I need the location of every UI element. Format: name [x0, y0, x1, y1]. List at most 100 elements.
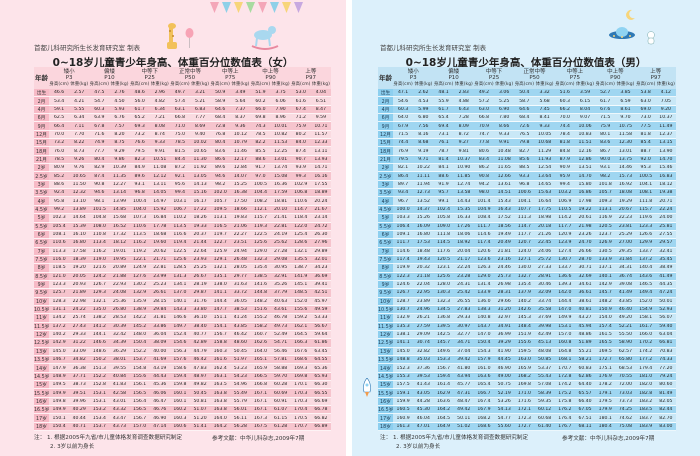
- age-cell: 8岁: [34, 264, 49, 273]
- weight-value: 38.09: [153, 340, 167, 346]
- height-value: 159.9: [396, 398, 410, 404]
- age-cell: 2岁: [378, 164, 393, 173]
- weight-value: 48.47: [457, 398, 471, 404]
- weight-value: 15.35: [457, 206, 471, 212]
- height-value: 130.5: [598, 248, 612, 254]
- weight-value: 24.19: [274, 232, 288, 238]
- table-row: 138.0 31.63: [210, 280, 251, 290]
- table-row: 105.7 18.08: [595, 189, 636, 198]
- height-value: 132.9: [133, 290, 147, 296]
- weight-value: 12.16: [578, 148, 592, 154]
- height-value: 164.2: [213, 423, 227, 429]
- height-value: 117.7: [558, 223, 572, 229]
- weight-value: 10.83: [578, 131, 592, 137]
- height-value: 96.8: [519, 181, 530, 187]
- weight-value: 39.98: [538, 323, 552, 329]
- height-value: 142.6: [517, 307, 531, 313]
- table-row: 113.5 19.33: [169, 222, 211, 231]
- age-label: 2.5岁: [35, 174, 48, 180]
- height-value: 75.0: [174, 131, 186, 137]
- weight-value: 59.64: [314, 332, 328, 338]
- weight-value: 82.44: [659, 407, 673, 413]
- table-row: 148.5 42.51: [290, 289, 331, 298]
- group-subheaders: 身高(cm) 体重(kg): [291, 82, 331, 88]
- table-row: 123.1 22.24: [433, 264, 474, 273]
- group-name: 中等上: [222, 68, 239, 75]
- height-value: 155.6: [133, 373, 147, 379]
- weight-value: 35.03: [416, 357, 430, 363]
- table-row: 158.2 49.73: [250, 322, 291, 331]
- weight-value: 40.71: [72, 423, 86, 429]
- height-value: 174.2: [558, 382, 572, 388]
- table-row: 101.8 16.92: [595, 180, 636, 190]
- age-cell: 3.5岁: [34, 189, 49, 198]
- weight-value: 19.33: [193, 223, 207, 229]
- weight-value: 17.53: [416, 240, 430, 246]
- table-row: 152.4 40.77: [169, 330, 211, 340]
- table-row: 135.1 29.77: [210, 272, 251, 281]
- table-row: 138.7 34.23: [290, 264, 331, 273]
- table-row: 151.9 42.49: [514, 330, 555, 340]
- weight-value: 19.95: [112, 257, 127, 263]
- height-value: 66.0: [255, 106, 266, 112]
- weight-value: 54.71: [274, 340, 288, 346]
- height-value: 108.0: [92, 223, 106, 229]
- table-row: 163.0 50.85: [514, 356, 555, 365]
- weight-value: 16.80: [72, 240, 86, 246]
- height-value: 159.4: [173, 373, 187, 379]
- weight-value: 28.70: [578, 257, 592, 263]
- height-header: 身高(cm): [49, 81, 69, 87]
- height-value: 156.4: [133, 398, 147, 404]
- weight-value: 73.73: [618, 398, 633, 404]
- weight-value: 49.82: [193, 382, 207, 388]
- height-value: 108.1: [639, 190, 653, 196]
- height-value: 146.5: [639, 282, 653, 288]
- table-row: 136.6 32.69: [554, 272, 596, 281]
- weight-value: 5.25: [499, 98, 510, 104]
- weight-value: 60.68: [538, 415, 552, 421]
- height-value: 156.3: [173, 348, 187, 354]
- weight-value: 9.70: [620, 115, 631, 121]
- height-value: 143.7: [477, 323, 491, 329]
- weight-value: 8.66: [499, 123, 510, 129]
- table-row: 76.9 9.19: [393, 147, 434, 156]
- height-value: 132.1: [92, 298, 106, 304]
- weight-value: 47.83: [193, 365, 207, 371]
- table-row: 148.6 36.29: [89, 347, 130, 356]
- table-row: 132.7 28.91: [514, 272, 555, 281]
- age-cell: 2岁: [34, 164, 49, 173]
- height-value: 109.3: [598, 198, 612, 204]
- age-label: 2.5岁: [379, 174, 392, 180]
- weight-value: 39.96: [72, 398, 86, 404]
- height-value: 103.1: [173, 198, 187, 204]
- age-cell: 8.5岁: [34, 272, 49, 281]
- weight-value: 20.61: [578, 215, 592, 221]
- height-value: 160.7: [253, 332, 268, 338]
- table-row: 158.1 56.07: [635, 314, 676, 323]
- table-row: 131.3 26.67: [169, 272, 211, 281]
- weight-value: 30.71: [578, 265, 592, 271]
- weight-value: 22.64: [193, 248, 207, 254]
- age-label: 16岁: [380, 399, 391, 405]
- weight-value: 12.25: [274, 148, 288, 154]
- height-value: 148.5: [294, 290, 308, 296]
- table-row: 78.5 10.02: [169, 139, 211, 148]
- weight-header: 体重(kg): [454, 81, 473, 87]
- height-value: 106.4: [396, 223, 410, 229]
- percentile-group-p97: 上等 P97 身高(cm) 体重(kg) 53.8 4.12 63.0 7.05 69.0 9.2…: [635, 67, 676, 432]
- table-row: 168.1 58.21: [554, 356, 596, 365]
- group-header: 中等下 P25 身高(cm) 体重(kg): [473, 67, 515, 89]
- age-label: 3.5岁: [35, 191, 48, 197]
- girls-chart-poster: 首都儿科研究所生长发育研究室 制表 0~18岁儿童青少年身高、体重百分位数值表（…: [0, 0, 346, 456]
- table-row: 138.3 31.20: [473, 305, 515, 315]
- weight-value: 68.11: [578, 423, 592, 429]
- height-value: 159.8: [173, 382, 187, 388]
- table-row: 167.5 61.28: [250, 422, 291, 432]
- group-header: 中等上 P75 身高(cm) 体重(kg): [210, 67, 251, 89]
- weight-value: 21.81: [497, 248, 511, 254]
- age-cell: 5岁: [34, 214, 49, 223]
- weight-value: 2.83: [458, 90, 469, 96]
- table-row: 164.0 56.11: [210, 414, 251, 423]
- weight-value: 9.71: [418, 156, 429, 162]
- giraffe-icon: [165, 22, 179, 52]
